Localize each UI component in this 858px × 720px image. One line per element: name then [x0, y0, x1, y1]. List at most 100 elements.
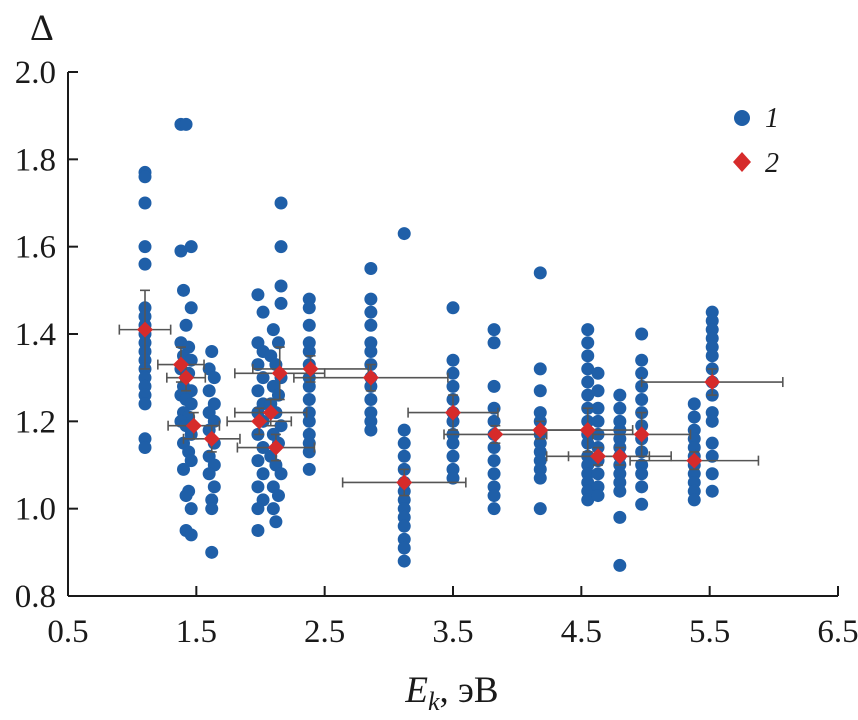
- data-point-series-1: [446, 353, 460, 367]
- data-point-series-1: [174, 244, 188, 258]
- data-point-series-1: [177, 462, 190, 476]
- legend-label-series-1: 1: [765, 103, 779, 134]
- x-tick-label: 1.5: [176, 614, 217, 650]
- data-point-series-1: [635, 393, 649, 406]
- data-point-series-1: [364, 305, 378, 319]
- data-point-series-1: [302, 462, 316, 476]
- data-point-series-1: [179, 489, 193, 503]
- data-point-series-1: [705, 467, 719, 481]
- data-point-series-1: [487, 379, 501, 393]
- data-point-series-1: [184, 353, 198, 367]
- data-point-series-1: [687, 410, 701, 424]
- data-point-series-2: [633, 426, 650, 443]
- data-point-series-1: [533, 502, 547, 516]
- x-tick-label: 2.5: [304, 614, 345, 650]
- data-point-series-1: [184, 528, 198, 542]
- data-point-series-2: [487, 426, 504, 443]
- data-point-series-1: [487, 454, 501, 468]
- data-point-series-1: [302, 445, 316, 459]
- data-point-series-1: [591, 467, 605, 481]
- data-point-series-1: [179, 117, 193, 131]
- data-point-series-1: [274, 296, 288, 310]
- data-point-series-1: [687, 493, 701, 507]
- data-point-series-1: [269, 515, 283, 529]
- data-point-series-1: [251, 454, 265, 468]
- data-point-series-1: [256, 371, 270, 385]
- data-point-series-1: [302, 414, 316, 428]
- data-point-series-1: [271, 336, 285, 350]
- data-point-series-1: [533, 266, 547, 280]
- data-point-series-1: [487, 414, 501, 428]
- data-point-series-1: [184, 397, 198, 411]
- y-tick-labels: 0.8 1.0 1.2 1.4 1.6 1.8 2.0: [15, 55, 56, 615]
- data-point-series-1: [138, 441, 152, 455]
- data-point-series-1: [138, 170, 152, 184]
- data-point-series-2: [203, 430, 220, 447]
- data-point-series-1: [687, 397, 701, 411]
- data-point-series-1: [138, 397, 152, 411]
- x-tick-label: 4.5: [561, 614, 602, 650]
- data-point-series-1: [256, 467, 270, 481]
- data-point-series-1: [487, 336, 501, 350]
- data-point-series-1: [138, 257, 152, 271]
- data-point-series-1: [271, 489, 285, 503]
- data-point-series-1: [302, 393, 316, 406]
- data-point-series-2: [686, 452, 703, 469]
- data-point-series-1: [705, 436, 719, 450]
- series-1-points: [138, 117, 719, 572]
- data-point-series-1: [581, 336, 595, 350]
- data-point-series-1: [581, 493, 595, 507]
- data-point-series-1: [591, 384, 605, 398]
- data-point-series-1: [397, 227, 411, 241]
- data-point-series-2: [611, 448, 628, 465]
- data-point-series-1: [251, 480, 265, 494]
- data-point-series-1: [202, 467, 216, 481]
- data-point-series-1: [251, 358, 265, 372]
- data-point-series-1: [207, 371, 221, 385]
- data-point-series-1: [202, 384, 216, 398]
- data-point-series-1: [591, 414, 605, 428]
- data-point-series-1: [705, 349, 719, 363]
- data-point-series-1: [251, 524, 265, 537]
- data-point-series-1: [138, 196, 152, 210]
- data-point-series-1: [364, 393, 378, 406]
- data-point-series-1: [302, 379, 316, 393]
- data-point-series-1: [581, 375, 595, 389]
- data-point-series-2: [172, 356, 189, 373]
- data-point-series-1: [533, 384, 547, 398]
- data-point-series-1: [184, 502, 198, 516]
- data-point-series-1: [274, 240, 288, 254]
- data-point-series-1: [302, 318, 316, 332]
- data-point-series-1: [581, 323, 595, 337]
- x-tick-label: 6.5: [817, 614, 858, 650]
- x-tick-labels: 0.5 1.5 2.5 3.5 4.5 5.5 6.5: [47, 614, 858, 650]
- data-point-series-1: [397, 541, 411, 555]
- data-point-series-2: [302, 360, 319, 377]
- data-point-series-1: [184, 454, 198, 468]
- data-point-series-2: [267, 439, 284, 456]
- data-point-series-1: [205, 502, 219, 516]
- data-point-series-1: [397, 519, 411, 533]
- data-point-series-1: [581, 362, 595, 376]
- data-point-series-1: [364, 262, 378, 275]
- data-point-series-1: [256, 305, 270, 319]
- data-point-series-1: [364, 292, 378, 306]
- data-point-series-1: [613, 401, 627, 415]
- data-point-series-1: [533, 471, 547, 485]
- data-point-series-2: [251, 413, 268, 430]
- data-point-series-1: [364, 344, 378, 358]
- data-point-series-1: [302, 301, 316, 315]
- data-point-series-1: [635, 480, 649, 494]
- data-point-series-1: [487, 323, 501, 337]
- data-point-series-2: [137, 321, 153, 338]
- data-point-series-1: [581, 349, 595, 363]
- data-point-series-1: [184, 301, 198, 315]
- data-point-series-1: [446, 366, 460, 380]
- data-point-series-1: [635, 327, 649, 341]
- data-point-series-1: [635, 497, 649, 511]
- data-point-series-1: [635, 353, 649, 367]
- data-point-series-1: [487, 502, 501, 516]
- data-point-series-1: [205, 344, 219, 358]
- y-tick-label: 0.8: [15, 579, 56, 615]
